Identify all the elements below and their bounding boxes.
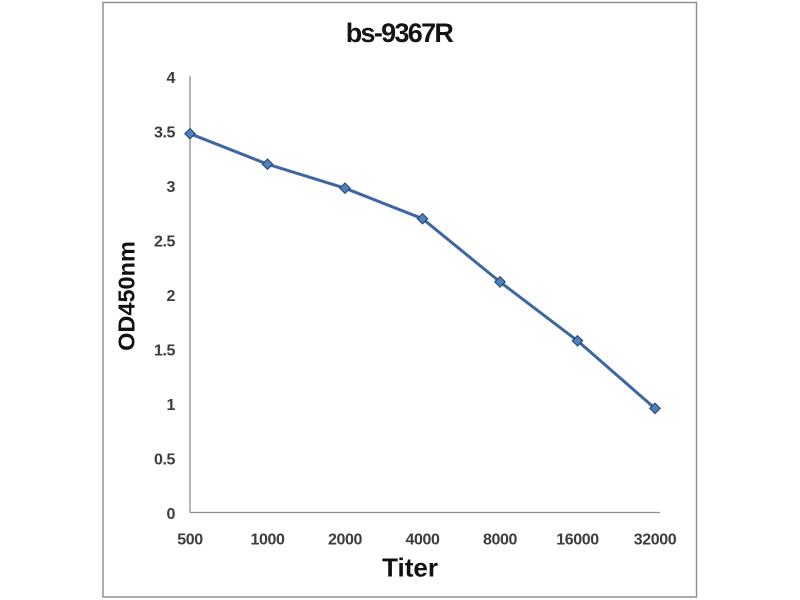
svg-text:bs-9367R: bs-9367R [346, 18, 454, 48]
svg-text:Titer: Titer [382, 553, 438, 583]
svg-text:3.5: 3.5 [154, 124, 176, 141]
svg-text:1000: 1000 [251, 532, 285, 549]
svg-text:2000: 2000 [328, 532, 362, 549]
svg-text:32000: 32000 [634, 532, 677, 549]
svg-text:16000: 16000 [556, 532, 599, 549]
svg-text:2: 2 [167, 288, 176, 305]
svg-text:0: 0 [167, 506, 176, 523]
svg-text:0.5: 0.5 [154, 451, 176, 468]
svg-text:500: 500 [177, 532, 203, 549]
svg-text:8000: 8000 [483, 532, 517, 549]
svg-text:OD450nm: OD450nm [114, 241, 140, 351]
svg-text:4: 4 [167, 70, 176, 87]
svg-text:1: 1 [167, 397, 176, 414]
svg-text:4000: 4000 [406, 532, 440, 549]
svg-text:2.5: 2.5 [154, 233, 176, 250]
svg-text:3: 3 [167, 179, 176, 196]
svg-text:1.5: 1.5 [154, 342, 176, 359]
